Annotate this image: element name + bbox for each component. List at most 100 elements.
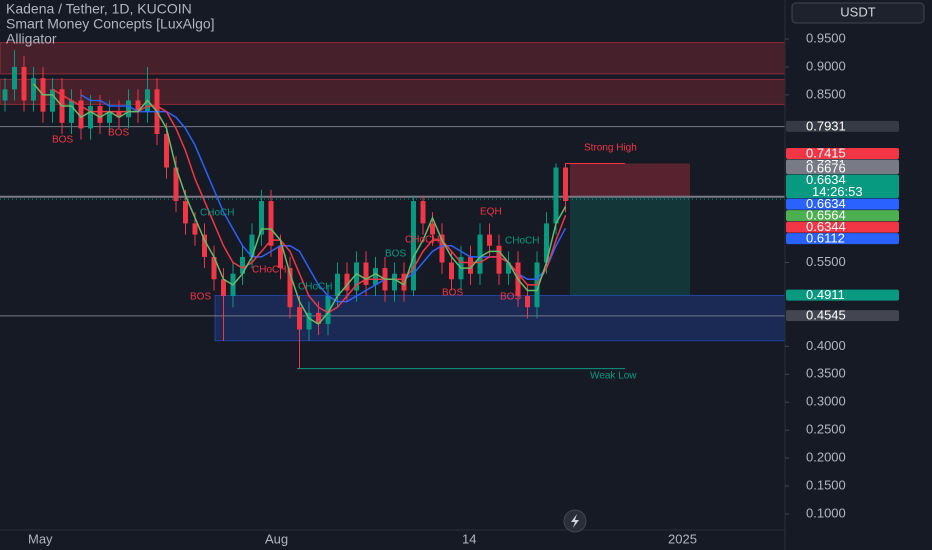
- candle-body: [69, 100, 74, 123]
- candle-body: [553, 167, 559, 224]
- y-tick-label: 0.9000: [806, 58, 846, 73]
- price-tag-label: 0.7931: [806, 118, 846, 133]
- candle-body: [506, 262, 511, 274]
- alligator-line: [32, 83, 567, 325]
- price-tag-label: 0.7415: [806, 145, 846, 160]
- candle-body: [183, 201, 188, 224]
- candle-body: [287, 268, 293, 308]
- y-tick-label: 0.4000: [806, 338, 846, 353]
- lightning-icon: [571, 514, 579, 528]
- candle-body: [278, 245, 283, 269]
- smc-label: BOS: [385, 249, 406, 260]
- candle-body: [420, 201, 426, 224]
- price-tag: [786, 148, 899, 160]
- price-tag-label: 0.4911: [806, 287, 845, 302]
- plot-area: BOS BOS CHoCH CHoCH BOS CHoCH BOS CHoCH EQH CHoCH…: [0, 42, 786, 382]
- candle-body: [306, 312, 312, 330]
- price-countdown: 14:26:53: [812, 184, 863, 199]
- price-tag: [786, 210, 899, 222]
- candle-body: [439, 234, 445, 263]
- candle-body: [135, 100, 141, 112]
- price-tag-label: 0.6676: [806, 161, 846, 176]
- x-tick-label: 14: [462, 531, 476, 546]
- smc-label: CHoCH: [405, 235, 439, 246]
- price-tag: [786, 174, 899, 199]
- candle-body: [316, 312, 321, 324]
- y-tick-label: 0.8500: [806, 86, 846, 101]
- candle-body: [297, 307, 302, 330]
- candle-body: [411, 201, 416, 291]
- currency-button[interactable]: [791, 2, 925, 24]
- position-target: [570, 196, 690, 296]
- candle-body: [50, 89, 55, 112]
- candle-body: [164, 133, 169, 168]
- price-tag-label: 0.6344: [806, 219, 846, 234]
- candle-body: [563, 167, 568, 202]
- price-tag-label: 0.6564: [806, 208, 846, 223]
- price-tag: [786, 198, 899, 210]
- price-tag-label: 0.6634: [806, 196, 846, 211]
- price-tag: [786, 120, 899, 132]
- smc-label: Strong High: [584, 143, 637, 154]
- price-tag-label: 0.6112: [806, 231, 845, 246]
- y-tick-label: 0.9500: [806, 30, 846, 45]
- smc-label: Weak Low: [590, 371, 637, 382]
- price-tag: [786, 221, 899, 233]
- candle-body: [240, 256, 245, 274]
- candle-body: [2, 89, 8, 101]
- candle-body: [468, 256, 473, 274]
- candle-body: [192, 223, 198, 235]
- smc-label: CHoCH: [298, 282, 332, 293]
- candle-body: [325, 296, 331, 324]
- candle-body: [496, 245, 502, 274]
- candle-body: [21, 66, 27, 101]
- candle-body: [449, 262, 454, 280]
- indicator-label[interactable]: Smart Money Concepts [LuxAlgo]: [6, 16, 215, 32]
- y-tick-label: 0.2000: [806, 450, 846, 465]
- x-tick-label: 2025: [668, 531, 697, 546]
- candle-body: [78, 100, 84, 129]
- candle-body: [487, 234, 492, 246]
- candle-body: [344, 273, 350, 291]
- alligator-line: [80, 94, 567, 303]
- replay-button[interactable]: [563, 509, 587, 533]
- candle-body: [268, 201, 274, 246]
- currency-label: USDT: [840, 4, 875, 19]
- y-tick-label: 0.2500: [806, 422, 846, 437]
- y-tick-label: 0.1000: [806, 505, 846, 520]
- y-tick-label: 0.1500: [806, 477, 846, 492]
- price-tag: [786, 163, 899, 175]
- candle-body: [173, 167, 179, 202]
- candle-body: [126, 100, 131, 118]
- candle-body: [12, 66, 17, 90]
- candle-body: [202, 234, 207, 257]
- price-tag-label: 0.6634: [806, 172, 846, 187]
- order-block: [0, 42, 786, 75]
- candle-body: [116, 111, 122, 118]
- candle-body: [363, 262, 369, 285]
- y-tick-label: 0.3000: [806, 394, 846, 409]
- candle-body: [392, 273, 397, 291]
- candle-body: [373, 268, 378, 285]
- y-tick-label: 0.5500: [806, 254, 846, 269]
- order-block: [0, 78, 786, 105]
- indicator-label[interactable]: Alligator: [6, 31, 57, 47]
- smc-label: CHoCH: [200, 208, 234, 219]
- price-tag-label: 0.4545: [806, 308, 846, 323]
- smc-label: CHoCH: [505, 236, 539, 247]
- candle-body: [211, 256, 217, 280]
- smc-label: BOS: [108, 128, 129, 139]
- candle-body: [88, 106, 93, 129]
- price-tag: [786, 289, 899, 301]
- candle-body: [430, 223, 435, 235]
- candle-body: [525, 296, 530, 308]
- smc-label: BOS: [52, 135, 73, 146]
- x-tick-label: Aug: [265, 531, 288, 546]
- x-tick-label: May: [28, 531, 53, 546]
- position-stop: [570, 163, 690, 197]
- candle-body: [335, 273, 340, 297]
- smc-label: BOS: [500, 292, 521, 303]
- candle-body: [401, 273, 407, 291]
- candle-body: [31, 78, 36, 101]
